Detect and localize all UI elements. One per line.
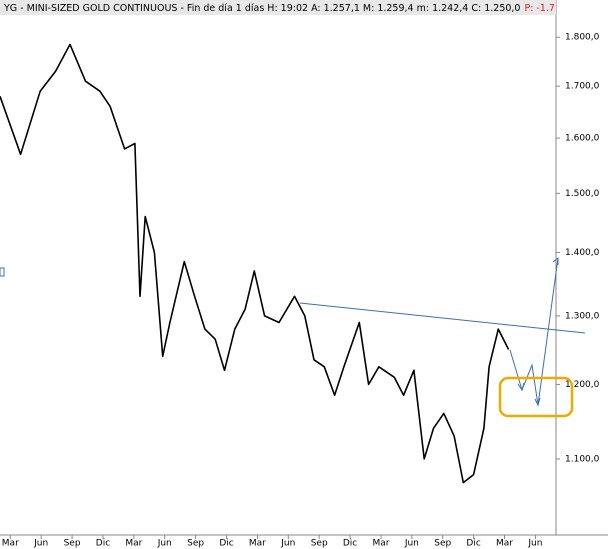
x-tick-label: Mar	[249, 539, 266, 549]
x-tick-label: Mar	[372, 539, 389, 549]
x-tick-label: Mar	[125, 539, 142, 549]
x-tick-label: Dic	[96, 539, 110, 549]
x-tick-label: Jun	[404, 539, 419, 549]
plot: 1.100,0 1.200,0 1.300,0 1.400,0 1.500,0 1.600…	[0, 33, 600, 549]
x-tick-label: Jun	[157, 539, 172, 549]
x-tick-label: Mar	[496, 539, 513, 549]
x-tick-label: Jun	[33, 539, 48, 549]
y-tick-label: 1.500,0	[565, 189, 600, 199]
header-bar	[0, 0, 556, 15]
marker	[0, 267, 5, 277]
header-title: YG - MINI-SIZED GOLD CONTINUOUS - Fin de…	[3, 3, 520, 14]
x-tick-label: Jun	[280, 539, 295, 549]
change-label: P: -1.7	[524, 3, 555, 14]
x-tick-label: Dic	[219, 539, 233, 549]
trend-line	[299, 302, 586, 334]
x-tick-label: Sep	[434, 539, 451, 549]
x-tick-label: Jun	[527, 539, 542, 549]
y-tick-label: 1.800,0	[565, 33, 600, 43]
x-tick-label: Sep	[311, 539, 328, 549]
target-box	[498, 376, 574, 418]
y-tick-label: 1.200,0	[565, 380, 600, 390]
x-tick-label: Dic	[343, 539, 357, 549]
y-tick-label: 1.700,0	[565, 82, 600, 92]
y-tick-label: 1.300,0	[565, 311, 600, 321]
y-tick-label: 1.100,0	[565, 454, 600, 464]
x-tick-label: Mar	[2, 539, 19, 549]
y-tick-label: 1.400,0	[565, 248, 600, 258]
header: YG - MINI-SIZED GOLD CONTINUOUS - Fin de…	[3, 3, 555, 14]
price-line	[0, 43, 510, 484]
x-tick-label: Sep	[187, 539, 204, 549]
forecast-arrows	[509, 256, 559, 407]
x-tick-label: Dic	[466, 539, 480, 549]
y-tick-label: 1.600,0	[565, 134, 600, 144]
x-tick-label: Sep	[64, 539, 81, 549]
